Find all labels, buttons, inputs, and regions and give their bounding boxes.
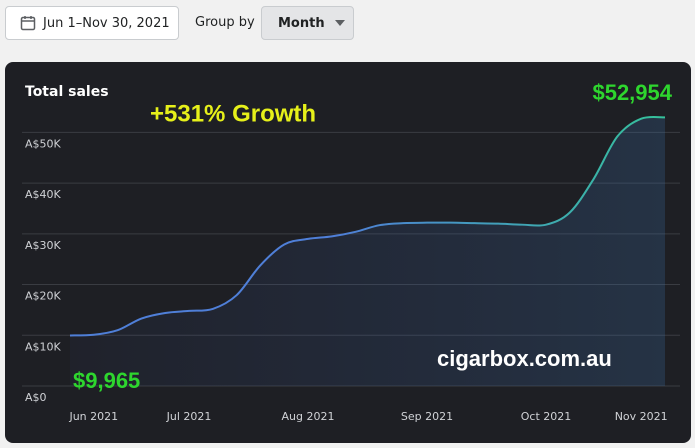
- x-tick-label: Jun 2021: [68, 410, 118, 423]
- y-tick-label: A$50K: [25, 137, 62, 150]
- calendar-icon: [20, 16, 36, 31]
- x-tick-label: Nov 2021: [615, 410, 668, 423]
- y-tick-label: A$0: [25, 391, 47, 404]
- area: [70, 116, 665, 386]
- x-tick-label: Oct 2021: [521, 410, 572, 423]
- y-tick-label: A$20K: [25, 290, 62, 303]
- start-value-annotation: $9,965: [73, 368, 140, 393]
- chart-panel: Total sales +531% Growth $52,954 $9,965 …: [5, 62, 691, 443]
- growth-annotation: +531% Growth: [150, 100, 316, 127]
- date-range-button[interactable]: Jun 1–Nov 30, 2021: [5, 6, 179, 40]
- date-range: Jun 1–Nov 30, 2021: [43, 15, 170, 31]
- group-by-label: Group by: [195, 15, 255, 30]
- chart-title: Total sales: [25, 84, 109, 100]
- end-value-annotation: $52,954: [592, 80, 672, 105]
- line: [69, 115, 666, 337]
- x-tick-label: Sep 2021: [401, 410, 453, 423]
- chart: Total sales +531% Growth $52,954 $9,965 …: [22, 80, 680, 423]
- group-by-value: Month: [278, 15, 325, 31]
- caret-icon: [334, 20, 345, 26]
- group-by-select[interactable]: Month: [261, 6, 354, 40]
- x-tick-label: Jul 2021: [166, 410, 212, 423]
- watermark: cigarbox.com.au: [437, 346, 612, 371]
- y-tick-label: A$30K: [25, 239, 62, 252]
- x-tick-label: Aug 2021: [282, 410, 335, 423]
- y-tick-label: A$10K: [25, 340, 62, 353]
- y-tick-label: A$40K: [25, 188, 62, 201]
